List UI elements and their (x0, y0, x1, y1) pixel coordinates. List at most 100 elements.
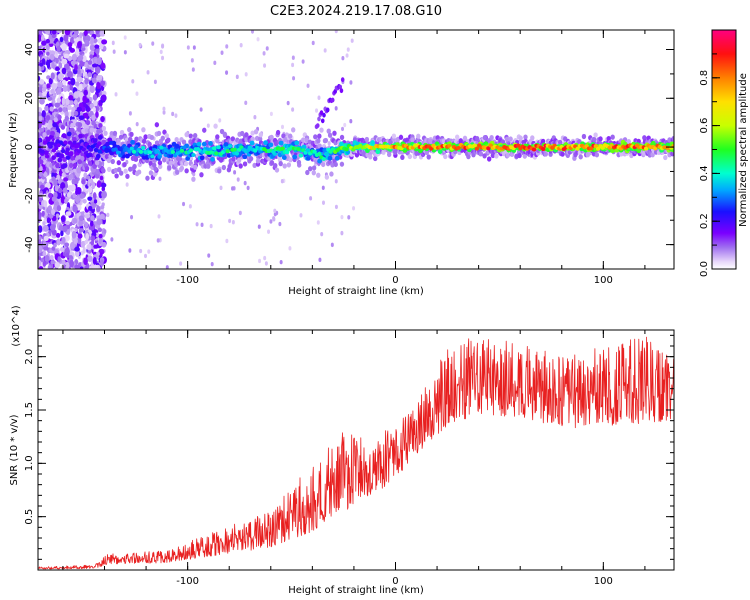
snr-y-ticks: 0.5 1.0 1.5 2.0 (24, 334, 674, 571)
spectrogram-cell (82, 246, 86, 254)
spectrogram-cell (182, 145, 187, 150)
spectrogram-cell (38, 245, 43, 253)
spectrogram-cell (68, 151, 74, 156)
spectrogram-cell (332, 130, 337, 136)
spectrogram-cell (112, 135, 117, 142)
spectrogram-cell (61, 97, 66, 106)
spectrogram-cell (349, 119, 353, 124)
spectrogram-cell (143, 253, 147, 259)
spectrogram-cell (61, 236, 66, 244)
spectrogram-cell (48, 42, 54, 47)
spectrogram-cell (78, 115, 85, 121)
spectrogram-cell (53, 117, 58, 123)
spectrogram-cell (227, 144, 233, 149)
spectrogram-cell (44, 182, 51, 189)
spectrogram-cell (301, 59, 305, 64)
spectrogram-cell (150, 154, 155, 159)
spectrogram-heatmap (38, 30, 674, 269)
spectrogram-cell (541, 147, 546, 152)
spectrogram-cell (44, 254, 50, 263)
spectrogram-cell (593, 132, 598, 138)
spectrogram-cell (128, 248, 132, 253)
spectrogram-cell (70, 60, 76, 65)
spectrogram-cell (38, 266, 44, 269)
spectrogram-cell (347, 215, 351, 220)
spectrogram-cell (74, 264, 80, 269)
spectrogram-cell (80, 155, 85, 162)
spectrogram-cell (494, 153, 499, 159)
spectrogram-cell (62, 106, 67, 113)
spectrogram-cell (83, 89, 88, 96)
spectrogram-cell (99, 213, 105, 220)
spectrogram-cell (49, 106, 54, 112)
spectrogram-cell (330, 97, 335, 103)
spectrogram-cell (49, 141, 54, 146)
spectrogram-cell (111, 40, 115, 46)
spectrogram-cell (230, 136, 236, 142)
spectrogram-cell (225, 238, 229, 244)
spectrogram-cell (98, 122, 103, 129)
spectrogram-cell (114, 92, 118, 97)
spectrogram-cell (42, 132, 47, 138)
spectrogram-cell (531, 147, 537, 152)
spectrogram-cell (77, 54, 84, 61)
spectrogram-cell (71, 53, 77, 62)
spectrogram-cell (38, 92, 43, 97)
spectrogram-cell (93, 199, 98, 204)
spectrogram-cell (65, 252, 70, 259)
spectrogram-cell (243, 180, 247, 186)
spectrogram-cell (294, 140, 300, 146)
spectrogram-cell (98, 42, 105, 50)
spectrogram-cell (61, 43, 67, 51)
spectrogram-cell (256, 37, 260, 42)
spectrogram-cell (275, 129, 281, 136)
spectrogram-cell (58, 154, 64, 159)
spectrogram-cell (443, 153, 448, 160)
spectrogram-cell (55, 132, 60, 138)
spectrogram-cell (191, 67, 195, 72)
spectrogram-cell (315, 108, 319, 113)
spectrogram-cell (83, 30, 88, 37)
spectrogram-cell (38, 30, 43, 35)
spectrogram-cell (341, 126, 345, 132)
spectrogram-cell (340, 77, 345, 83)
spectrogram-cell (68, 92, 73, 97)
spectrogram-cell (41, 86, 47, 92)
spectrogram-cell (340, 214, 344, 220)
spectrogram-cell (45, 30, 51, 35)
spectrogram-cell (141, 127, 146, 133)
spectrogram-cell (250, 30, 254, 34)
spectrogram-cell (77, 233, 83, 239)
spectrogram-cell (334, 179, 338, 184)
spectrogram-cell (325, 107, 330, 113)
spectrogram-cell (38, 159, 44, 165)
spectrogram-cell (135, 91, 139, 96)
spectrogram-cell (40, 257, 45, 263)
spectrogram-cell (454, 134, 460, 140)
spectrogram-cell (321, 200, 325, 205)
spectrogram-cell (323, 48, 327, 53)
spectrogram-cell (83, 257, 88, 266)
spectrogram-cell (321, 156, 326, 161)
spectrogram-cell (51, 176, 56, 182)
spectrogram-cell (171, 111, 175, 117)
spectrogram-cell (268, 142, 274, 148)
spectrogram-cell (242, 154, 248, 160)
spectrogram-cell (190, 58, 194, 63)
spectrogram-cell (236, 157, 242, 163)
snr-series-line (38, 336, 674, 570)
spectrogram-cell (46, 129, 51, 135)
spectrogram-cell (269, 134, 274, 140)
spectrogram-cell (49, 254, 54, 261)
spectrogram-cell (39, 165, 43, 172)
spectrogram-cell (62, 163, 68, 168)
spectrogram-cell (313, 134, 318, 140)
spectrogram-cell (238, 210, 242, 216)
spectrogram-cell (183, 161, 189, 167)
spectrogram-cell (125, 173, 130, 179)
spectrogram-cell (51, 61, 55, 69)
spectrogram-cell (84, 77, 89, 85)
spectrogram-cell (364, 136, 370, 143)
spectrogram-cell (157, 163, 163, 170)
spectrogram-cell (78, 219, 84, 227)
